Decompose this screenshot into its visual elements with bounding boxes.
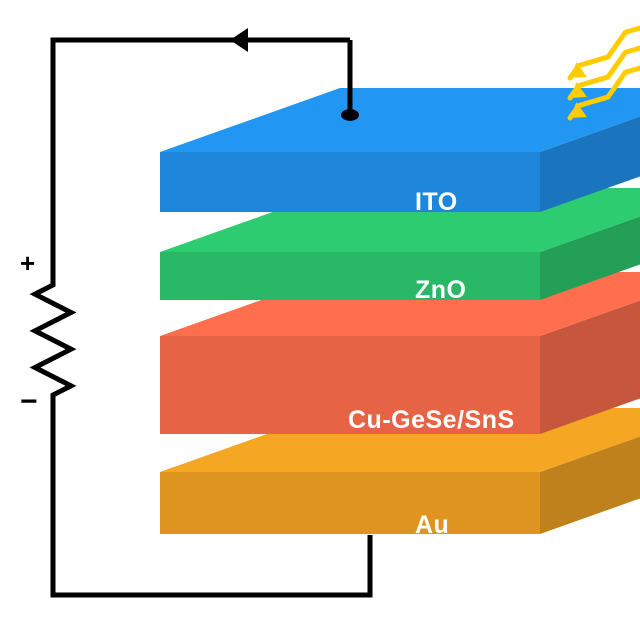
top-electrode-contact <box>341 109 359 121</box>
circuit-minus: − <box>20 385 38 419</box>
overlay <box>0 0 640 618</box>
diagram-canvas: ITOZnOCu-GeSe/SnSAu + − <box>0 0 640 618</box>
circuit-plus: + <box>20 248 35 279</box>
